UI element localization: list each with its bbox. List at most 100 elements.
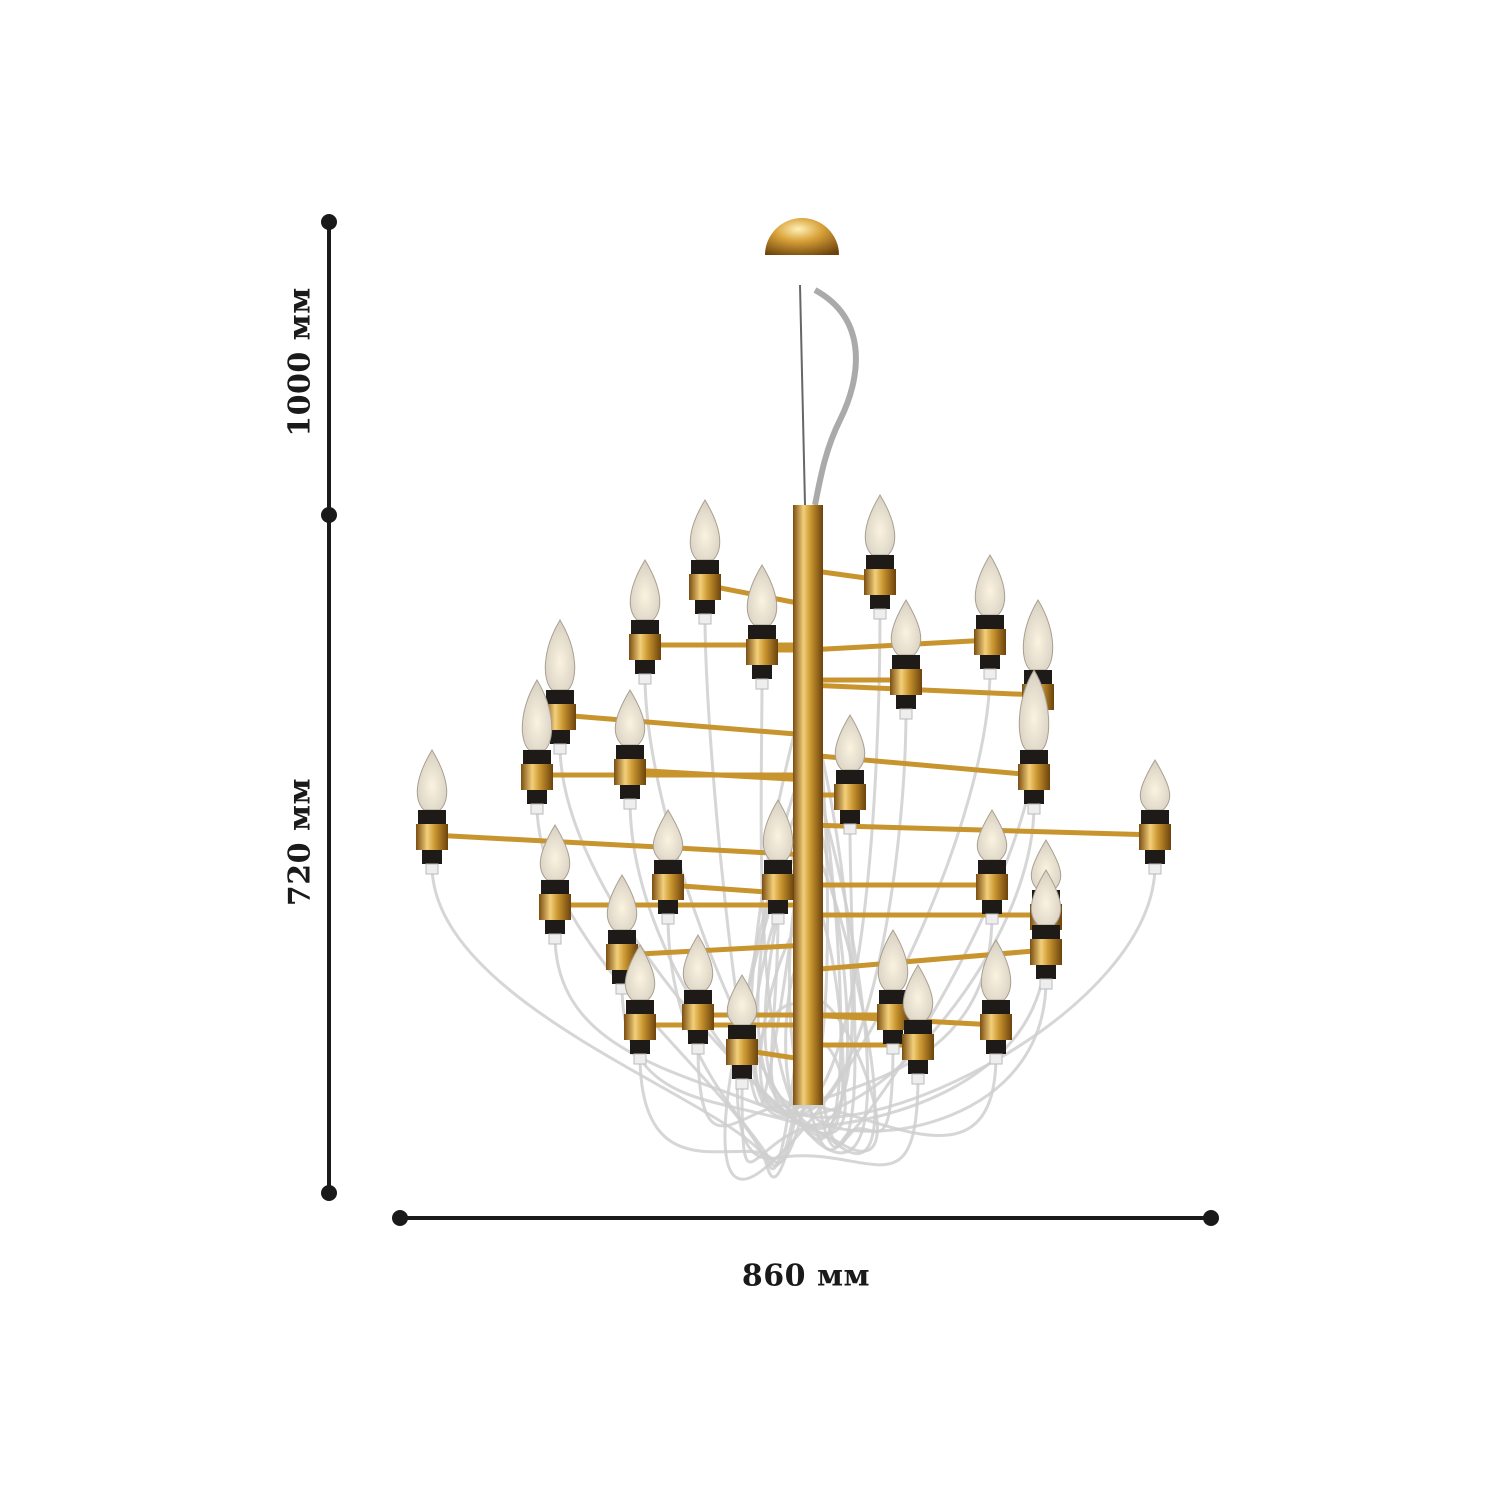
candle-bulb-icon: [834, 714, 866, 771]
socket: [836, 770, 864, 784]
dimension-endpoint: [321, 1185, 337, 1201]
cable-grommet: [983, 668, 997, 680]
candle-bulb-icon: [890, 599, 922, 656]
dimension-endpoint: [321, 507, 337, 523]
candle-bulb-icon: [652, 809, 684, 861]
socket-base: [870, 595, 890, 609]
arm: [807, 682, 1039, 698]
cable: [769, 802, 849, 1130]
dimension-endpoint: [1203, 1210, 1219, 1226]
socket-cup: [1030, 939, 1062, 965]
socket: [892, 655, 920, 669]
candle-bulb-icon: [629, 559, 661, 621]
socket: [764, 860, 792, 874]
socket: [866, 555, 894, 569]
arm: [621, 942, 809, 958]
cable-grommet: [691, 1043, 705, 1055]
socket-base: [550, 730, 570, 744]
central-stem: [793, 505, 823, 1105]
ceiling-canopy: [765, 218, 839, 255]
candle-bulb-icon: [614, 689, 646, 746]
socket-cup: [902, 1034, 934, 1060]
socket: [631, 620, 659, 634]
cable-grommet: [1148, 863, 1162, 875]
socket-cup: [652, 874, 684, 900]
cable-grommet: [638, 673, 652, 685]
socket: [976, 615, 1004, 629]
width-label: 860 мм: [741, 1258, 871, 1294]
cable-grommet: [843, 823, 857, 835]
cable-grommet: [633, 1053, 647, 1065]
arm: [629, 767, 809, 783]
socket-cup: [624, 1014, 656, 1040]
socket-cup: [521, 764, 553, 790]
bulbs: [416, 494, 1171, 1090]
cable-grommet: [989, 1053, 1003, 1065]
socket: [691, 560, 719, 574]
socket-cup: [864, 569, 896, 595]
socket: [684, 990, 712, 1004]
cable-grommet: [911, 1073, 925, 1085]
cable-grommet: [1027, 803, 1041, 815]
socket: [1141, 810, 1169, 824]
cable-grommet: [553, 743, 567, 755]
dimension-endpoint: [392, 1210, 408, 1226]
arm: [807, 947, 1047, 973]
cable-grommet: [698, 613, 712, 625]
socket-cup: [682, 1004, 714, 1030]
arm: [559, 712, 809, 738]
socket-base: [1145, 850, 1165, 864]
socket-cup: [890, 669, 922, 695]
socket-cup: [539, 894, 571, 920]
cable-grommet: [548, 933, 562, 945]
dimension-endpoint: [321, 214, 337, 230]
cable-grommet: [425, 863, 439, 875]
candle-bulb-icon: [974, 554, 1006, 616]
cable-grommet: [661, 913, 675, 925]
socket: [904, 1020, 932, 1034]
socket-cup: [974, 629, 1006, 655]
cable-grommet: [755, 678, 769, 690]
socket-cup: [416, 824, 448, 850]
power-cable: [812, 287, 859, 506]
socket-base: [752, 665, 772, 679]
socket-base: [768, 900, 788, 914]
candle-bulb-icon: [689, 499, 721, 561]
cable: [787, 873, 1048, 1133]
socket-base: [732, 1065, 752, 1079]
socket: [879, 990, 907, 1004]
arm: [431, 832, 809, 858]
cable-grommet: [623, 798, 637, 810]
chandelier-image: [416, 218, 1171, 1181]
socket-base: [658, 900, 678, 914]
cable-grommet: [985, 913, 999, 925]
socket-cup: [980, 1014, 1012, 1040]
socket: [748, 625, 776, 639]
candle-bulb-icon: [544, 619, 576, 691]
suspension-rod: [799, 284, 806, 506]
candle-bulb-icon: [864, 494, 896, 556]
cable-grommet: [873, 608, 887, 620]
socket-cup: [726, 1039, 758, 1065]
socket: [546, 690, 574, 704]
socket: [728, 1025, 756, 1039]
socket-cup: [762, 874, 794, 900]
cable-grommet: [1039, 978, 1053, 990]
cable: [723, 669, 992, 1181]
socket-base: [908, 1060, 928, 1074]
candle-bulb-icon: [1139, 759, 1171, 811]
socket-base: [695, 600, 715, 614]
socket: [982, 1000, 1010, 1014]
socket-base: [630, 1040, 650, 1054]
socket-base: [422, 850, 442, 864]
socket-cup: [1139, 824, 1171, 850]
socket: [523, 750, 551, 764]
socket-base: [1024, 790, 1044, 804]
socket: [1032, 925, 1060, 939]
socket-base: [883, 1030, 903, 1044]
socket-cup: [689, 574, 721, 600]
height-dimension-line: [321, 214, 337, 1201]
cable-grommet: [530, 803, 544, 815]
cable-grommet: [899, 708, 913, 720]
